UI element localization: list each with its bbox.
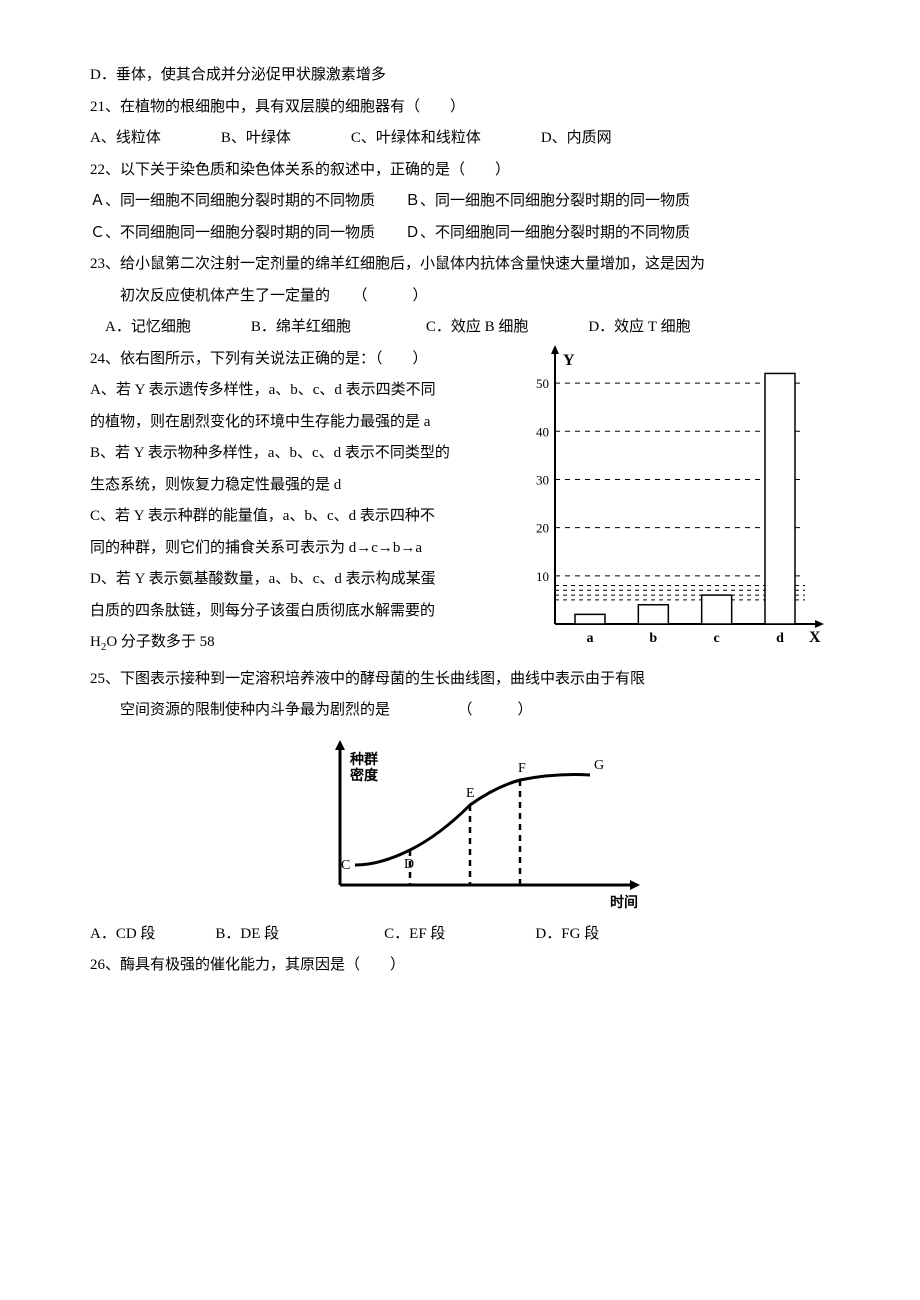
bar-chart: 10 20 30 40 50 a b c d Y X [520, 344, 830, 664]
q24-d1: D、若 Y 表示氨基酸数量，a、b、c、d 表示构成某蛋 [90, 564, 510, 596]
q24-c2: 同的种群，则它们的捕食关系可表示为 d→c→b→a [90, 533, 510, 565]
q23-stem-b: 初次反应使机体产生了一定量的 （ ） [90, 281, 830, 313]
svg-text:b: b [649, 631, 657, 646]
q24-c1: C、若 Y 表示种群的能量值，a、b、c、d 表示四种不 [90, 501, 510, 533]
svg-text:C: C [341, 858, 350, 873]
svg-text:30: 30 [536, 472, 549, 487]
q24-d2: 白质的四条肽链，则每分子该蛋白质彻底水解需要的 [90, 596, 510, 628]
svg-text:F: F [518, 761, 526, 776]
q24-b1: B、若 Y 表示物种多样性，a、b、c、d 表示不同类型的 [90, 438, 510, 470]
svg-text:种群: 种群 [349, 751, 378, 768]
svg-text:D: D [404, 857, 414, 872]
svg-text:Y: Y [563, 352, 575, 369]
q21-options: A、线粒体 B、叶绿体 C、叶绿体和线粒体 D、内质网 [90, 123, 830, 155]
q24-stem: 24、依右图所示，下列有关说法正确的是：（ ） [90, 344, 510, 376]
svg-text:20: 20 [536, 520, 549, 535]
q25-stem-b: 空间资源的限制使种内斗争最为剧烈的是 （ ） [90, 695, 830, 727]
q24-d3: H2O 分子数多于 58 [90, 627, 510, 659]
svg-text:G: G [594, 758, 604, 773]
svg-text:X: X [809, 629, 821, 646]
q24-a2: 的植物，则在剧烈变化的环境中生存能力最强的是 a [90, 407, 510, 439]
q24-b2: 生态系统，则恢复力稳定性最强的是 d [90, 470, 510, 502]
q25-options: A．CD 段 B．DE 段 C．EF 段 D．FG 段 [90, 919, 830, 951]
svg-text:10: 10 [536, 568, 549, 583]
svg-text:时间: 时间 [610, 894, 638, 911]
q23-stem-a: 23、给小鼠第二次注射一定剂量的绵羊红细胞后，小鼠体内抗体含量快速大量增加，这是… [90, 249, 830, 281]
growth-chart: 种群密度时间 C D E F G [90, 735, 830, 915]
q23-options: A．记忆细胞 B．绵羊红细胞 C．效应 B 细胞 D．效应 T 细胞 [90, 312, 830, 344]
svg-text:40: 40 [536, 424, 549, 439]
svg-text:密度: 密度 [349, 767, 379, 784]
svg-text:50: 50 [536, 376, 549, 391]
q22-options-cd: Ｃ、不同细胞同一细胞分裂时期的同一物质 Ｄ、不同细胞同一细胞分裂时期的不同物质 [90, 218, 830, 250]
svg-text:E: E [466, 786, 475, 801]
svg-text:d: d [776, 631, 784, 646]
q21-stem: 21、在植物的根细胞中，具有双层膜的细胞器有（ ） [90, 92, 830, 124]
q22-options-ab: Ａ、同一细胞不同细胞分裂时期的不同物质 Ｂ、同一细胞不同细胞分裂时期的同一物质 [90, 186, 830, 218]
q26-stem: 26、酶具有极强的催化能力，其原因是（ ） [90, 950, 830, 982]
q22-stem: 22、以下关于染色质和染色体关系的叙述中，正确的是（ ） [90, 155, 830, 187]
q25-stem-a: 25、下图表示接种到一定溶积培养液中的酵母菌的生长曲线图，曲线中表示由于有限 [90, 664, 830, 696]
svg-text:c: c [714, 631, 720, 646]
svg-text:a: a [587, 631, 594, 646]
q20-option-d: D．垂体，使其合成并分泌促甲状腺激素增多 [90, 60, 830, 92]
q24-a1: A、若 Y 表示遗传多样性，a、b、c、d 表示四类不同 [90, 375, 510, 407]
